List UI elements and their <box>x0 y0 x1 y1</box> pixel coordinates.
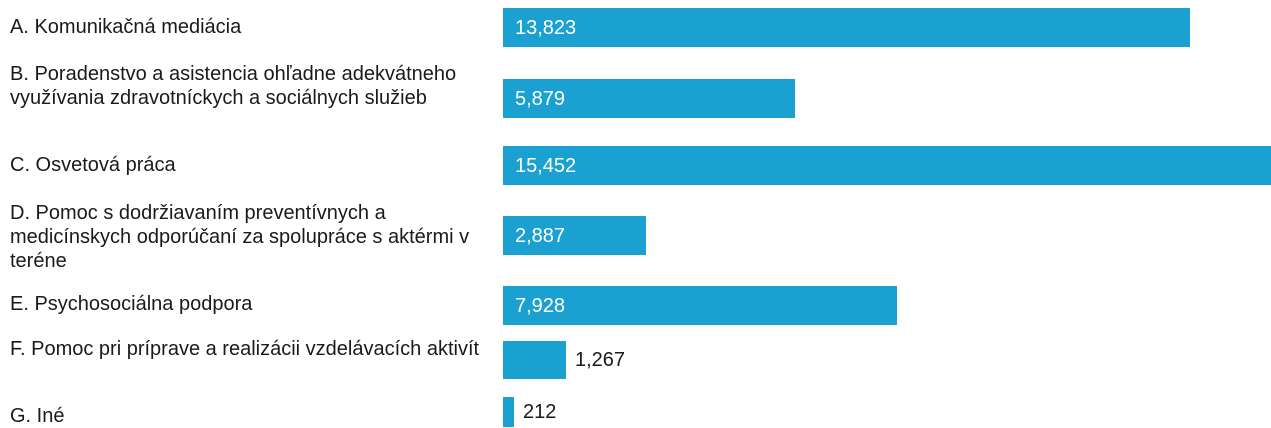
category-label: D. Pomoc s dodržiavaním preventívnych a … <box>10 202 470 272</box>
category-label: G. Iné <box>10 405 65 427</box>
bar <box>503 286 897 325</box>
value-label: 2,887 <box>515 225 566 247</box>
category-label: C. Osvetová práca <box>10 154 176 176</box>
category-label: B. Poradenstvo a asistencia ohľadne adek… <box>10 63 457 109</box>
bar <box>503 146 1271 185</box>
value-label: 5,879 <box>515 88 566 110</box>
value-label: 1,267 <box>575 349 626 371</box>
value-label: 7,928 <box>515 295 566 317</box>
bar <box>503 341 566 379</box>
category-label: A. Komunikačná mediácia <box>10 16 242 38</box>
value-label: 212 <box>523 401 557 423</box>
bar <box>503 79 795 118</box>
bar <box>503 216 646 255</box>
category-label: F. Pomoc pri príprave a realizácii vzdel… <box>10 338 480 360</box>
bar <box>503 397 514 427</box>
bar <box>503 8 1190 47</box>
category-label: E. Psychosociálna podpora <box>10 293 253 315</box>
value-label: 13,823 <box>515 17 577 39</box>
value-label: 15,452 <box>515 155 577 177</box>
